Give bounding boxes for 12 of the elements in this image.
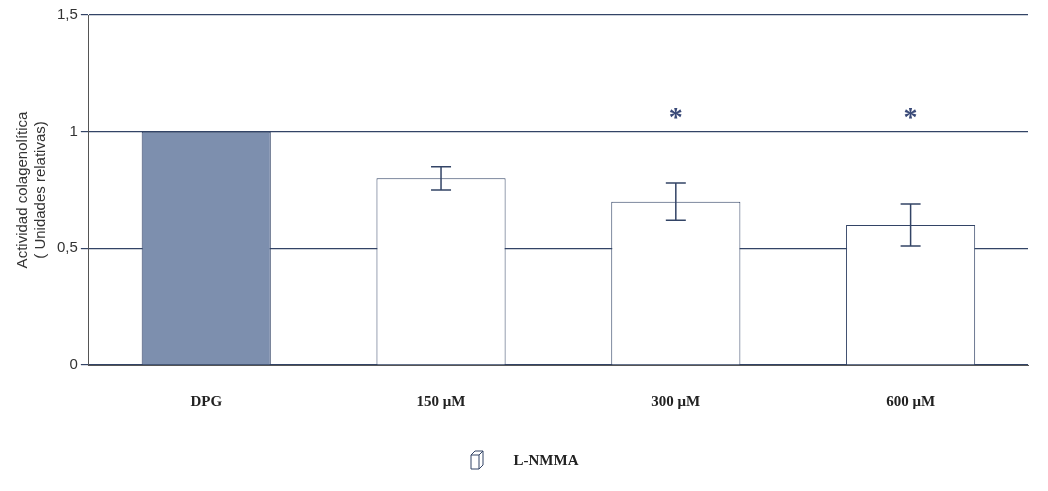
y-tick-label: 0,5 [56,238,78,256]
y-tick-label: 0 [69,355,78,373]
annotation: * [668,101,683,133]
x-tick-label: 300 μM [651,392,701,409]
x-tick-label: 150 μM [416,392,466,409]
x-tick-label: 600 μM [886,392,936,409]
x-tick-label: DPG [190,392,223,409]
annotation: * [903,101,918,133]
y-tick-label: 1,5 [56,5,78,23]
y-axis-title: Actividad colagenolítica ( Unidades relativas) [13,110,49,269]
y-tick-label: 1 [69,121,78,139]
text: L-NMMA [513,451,579,469]
